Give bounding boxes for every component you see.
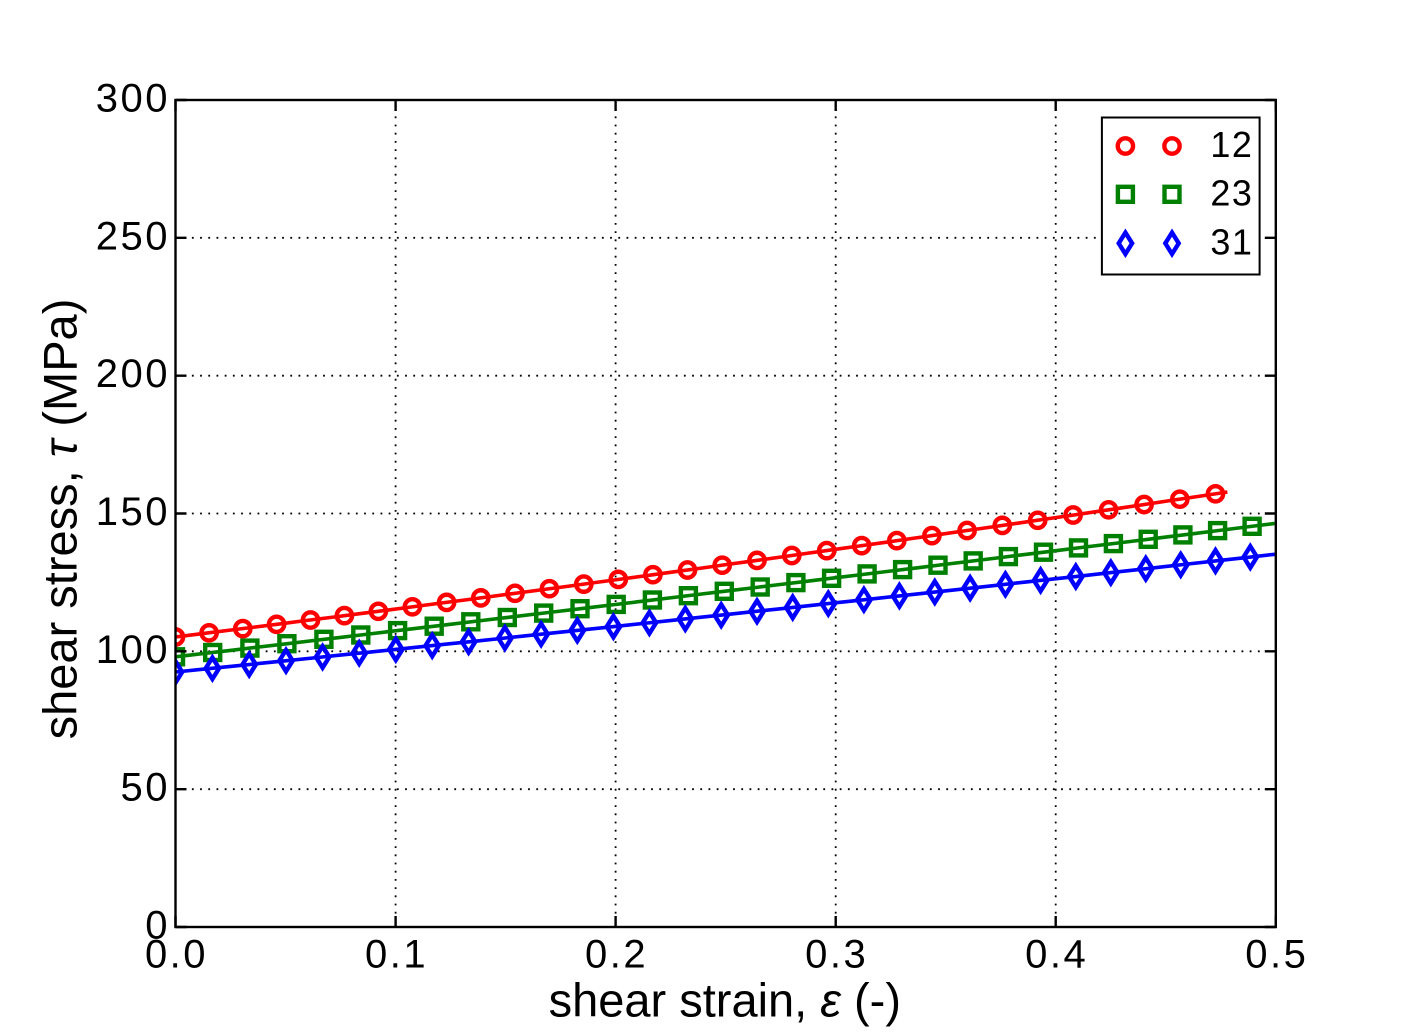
svg-text:0.5: 0.5 — [1245, 933, 1308, 977]
svg-text:0.4: 0.4 — [1025, 933, 1088, 977]
svg-text:12: 12 — [1210, 124, 1253, 165]
svg-text:50: 50 — [121, 766, 171, 810]
svg-text:0.3: 0.3 — [805, 933, 868, 977]
svg-text:200: 200 — [96, 352, 170, 396]
svg-text:shear stress, τ (MPa): shear stress, τ (MPa) — [34, 299, 87, 740]
svg-text:100: 100 — [96, 628, 170, 672]
svg-text:0.2: 0.2 — [585, 933, 648, 977]
svg-text:0.0: 0.0 — [145, 933, 208, 977]
svg-text:150: 150 — [96, 490, 170, 534]
svg-text:0.1: 0.1 — [365, 933, 428, 977]
svg-text:31: 31 — [1210, 221, 1253, 262]
svg-text:250: 250 — [96, 214, 170, 258]
svg-text:0: 0 — [145, 904, 170, 948]
svg-text:23: 23 — [1210, 172, 1253, 213]
svg-text:300: 300 — [96, 77, 170, 121]
svg-text:shear strain, ε (-): shear strain, ε (-) — [549, 974, 901, 1027]
